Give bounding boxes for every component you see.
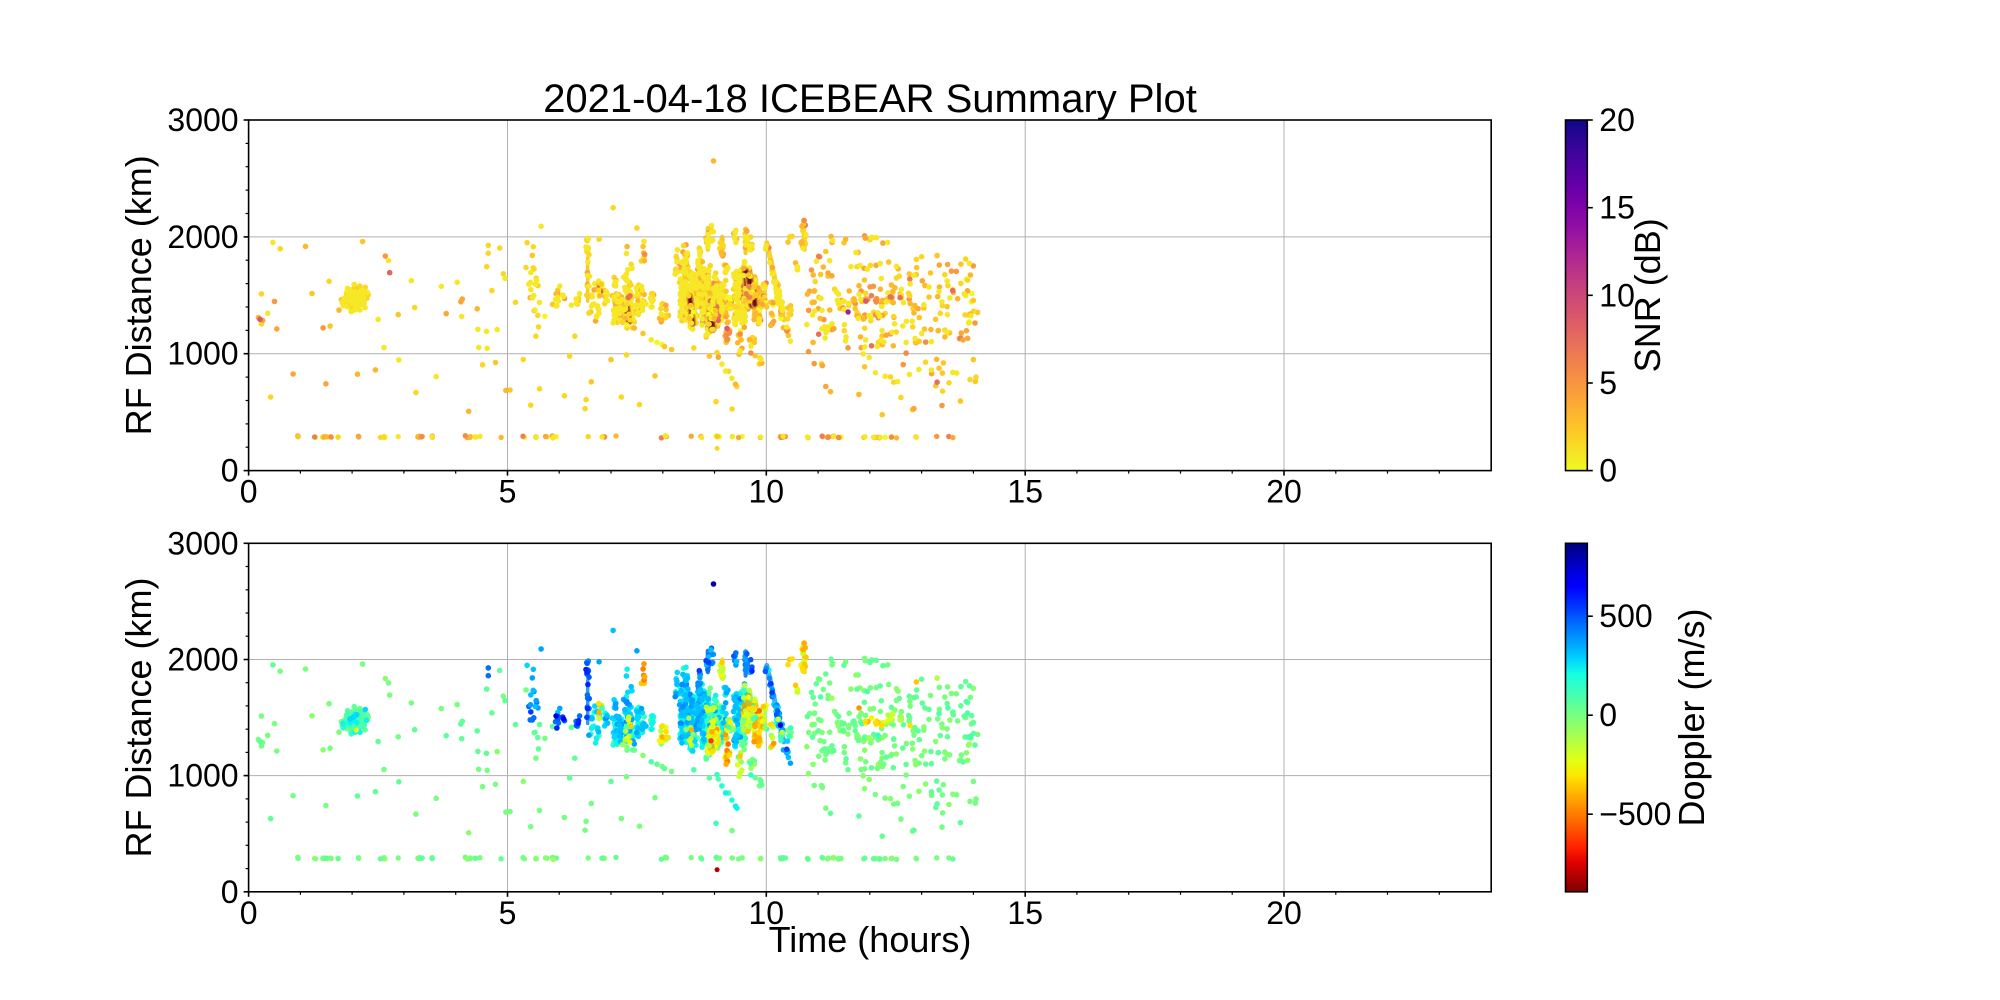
- svg-text:1000: 1000: [167, 758, 238, 794]
- svg-text:20: 20: [1599, 102, 1635, 138]
- svg-text:5: 5: [499, 474, 517, 510]
- svg-text:1000: 1000: [167, 336, 238, 372]
- svg-text:5: 5: [499, 895, 517, 931]
- svg-text:2000: 2000: [167, 642, 238, 678]
- svg-text:2021-04-18 ICEBEAR Summary Plo: 2021-04-18 ICEBEAR Summary Plot: [543, 77, 1197, 121]
- svg-text:0: 0: [1599, 453, 1617, 489]
- svg-text:0: 0: [221, 453, 239, 489]
- svg-text:0: 0: [240, 474, 258, 510]
- svg-text:3000: 3000: [167, 102, 238, 138]
- svg-text:5: 5: [1599, 365, 1617, 401]
- svg-text:RF Distance (km): RF Distance (km): [118, 155, 159, 435]
- svg-text:2000: 2000: [167, 219, 238, 255]
- svg-text:15: 15: [1007, 474, 1043, 510]
- svg-text:−500: −500: [1599, 796, 1671, 832]
- svg-text:10: 10: [1599, 277, 1635, 313]
- svg-text:0: 0: [240, 895, 258, 931]
- svg-text:10: 10: [749, 474, 785, 510]
- svg-text:Doppler (m/s): Doppler (m/s): [1671, 608, 1712, 826]
- svg-text:500: 500: [1599, 598, 1652, 634]
- svg-text:Time (hours): Time (hours): [769, 919, 972, 960]
- svg-text:3000: 3000: [167, 525, 238, 561]
- svg-text:15: 15: [1007, 895, 1043, 931]
- svg-text:20: 20: [1266, 895, 1302, 931]
- svg-text:0: 0: [221, 874, 239, 910]
- svg-text:SNR (dB): SNR (dB): [1627, 218, 1668, 372]
- svg-text:20: 20: [1266, 474, 1302, 510]
- svg-text:0: 0: [1599, 697, 1617, 733]
- svg-text:10: 10: [749, 895, 785, 931]
- svg-text:15: 15: [1599, 190, 1635, 226]
- svg-text:RF Distance (km): RF Distance (km): [118, 577, 159, 857]
